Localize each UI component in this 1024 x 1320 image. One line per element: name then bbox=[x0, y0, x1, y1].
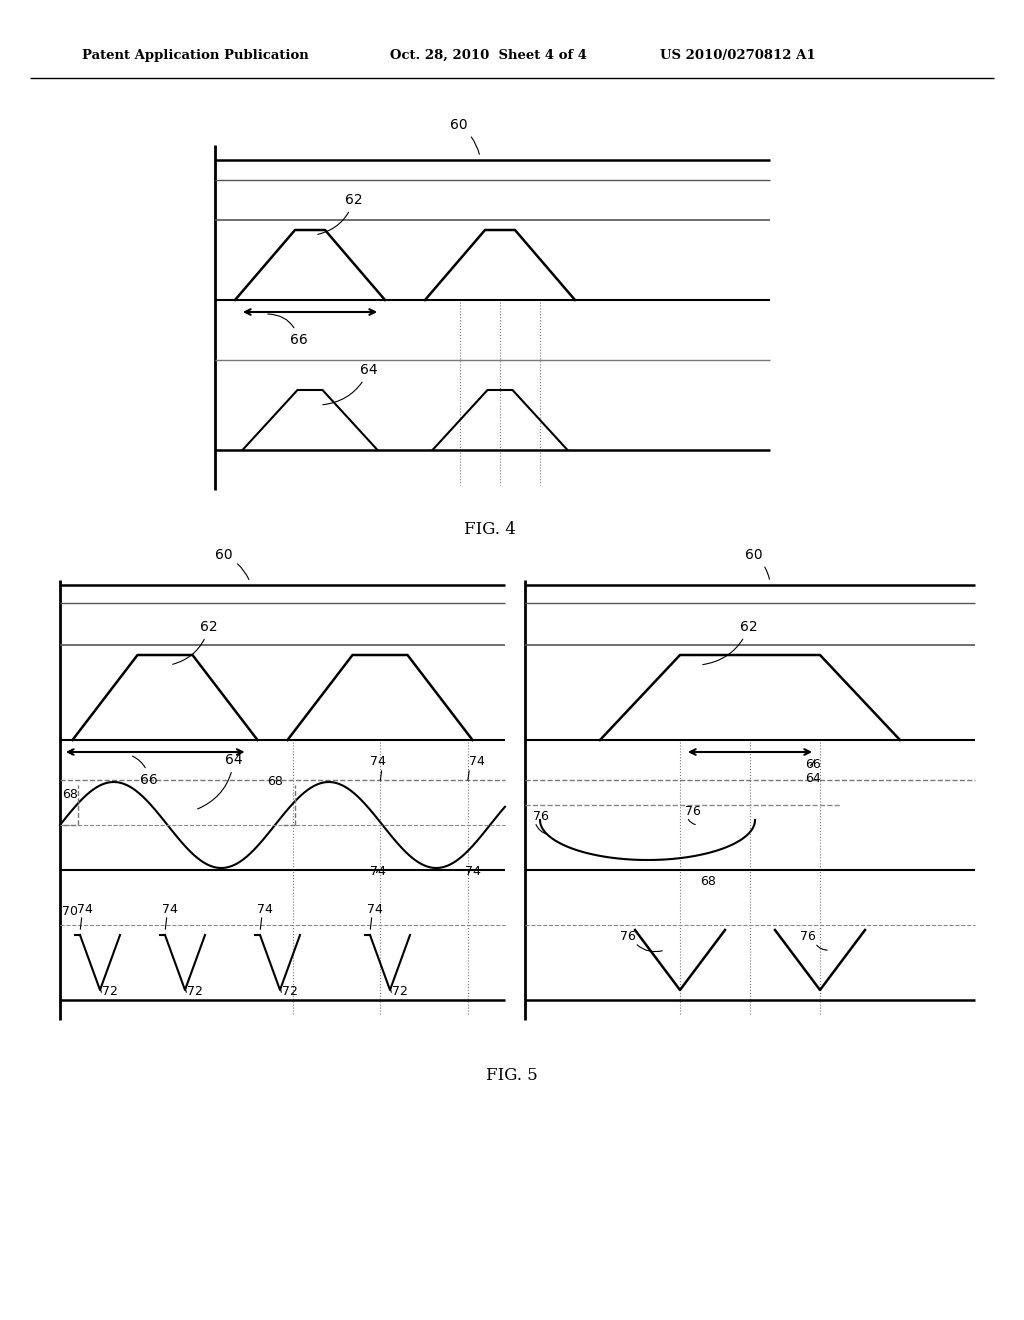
Text: 74: 74 bbox=[257, 903, 272, 916]
Text: 64: 64 bbox=[323, 363, 378, 405]
Text: 76: 76 bbox=[534, 810, 549, 822]
Text: 62: 62 bbox=[317, 193, 362, 235]
Text: 74: 74 bbox=[367, 903, 383, 916]
Text: 70: 70 bbox=[62, 906, 78, 917]
Text: 66: 66 bbox=[132, 756, 158, 787]
Text: 76: 76 bbox=[620, 931, 636, 942]
Text: 74: 74 bbox=[466, 865, 481, 878]
Text: 68: 68 bbox=[700, 875, 716, 888]
Text: 72: 72 bbox=[392, 985, 408, 998]
Text: 74: 74 bbox=[77, 903, 93, 916]
Text: 76: 76 bbox=[800, 931, 816, 942]
Text: 72: 72 bbox=[102, 985, 118, 998]
Text: 62: 62 bbox=[173, 620, 218, 664]
Text: 66: 66 bbox=[268, 314, 308, 347]
Text: 62: 62 bbox=[702, 620, 758, 664]
Text: 74: 74 bbox=[162, 903, 178, 916]
Text: US 2010/0270812 A1: US 2010/0270812 A1 bbox=[660, 49, 816, 62]
Text: 68: 68 bbox=[62, 788, 78, 801]
Text: 74: 74 bbox=[469, 755, 485, 768]
Text: 60: 60 bbox=[450, 117, 479, 154]
Text: FIG. 4: FIG. 4 bbox=[464, 521, 516, 539]
Text: 60: 60 bbox=[215, 548, 249, 579]
Text: 60: 60 bbox=[745, 548, 769, 579]
Text: 68: 68 bbox=[267, 775, 284, 788]
Text: 72: 72 bbox=[187, 985, 203, 998]
Text: 64: 64 bbox=[805, 772, 821, 785]
Text: 74: 74 bbox=[370, 865, 386, 878]
Text: 76: 76 bbox=[685, 805, 700, 818]
Text: 74: 74 bbox=[370, 755, 386, 768]
Text: 72: 72 bbox=[282, 985, 298, 998]
Text: Patent Application Publication: Patent Application Publication bbox=[82, 49, 309, 62]
Text: FIG. 5: FIG. 5 bbox=[486, 1067, 538, 1084]
Text: Oct. 28, 2010  Sheet 4 of 4: Oct. 28, 2010 Sheet 4 of 4 bbox=[390, 49, 587, 62]
Text: 64: 64 bbox=[198, 752, 243, 809]
Text: 66: 66 bbox=[805, 758, 821, 771]
